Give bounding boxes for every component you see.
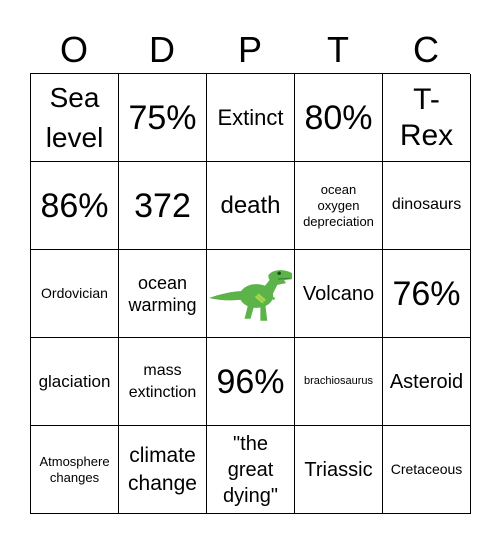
bingo-cell[interactable]: "the great dying"	[207, 426, 295, 514]
bingo-cell[interactable]: Atmosphere changes	[31, 426, 119, 514]
bingo-cell[interactable]: Volcano	[295, 250, 383, 338]
bingo-cell[interactable]: ocean oxygen depreciation	[295, 162, 383, 250]
cell-label: Volcano	[302, 282, 375, 305]
bingo-cell[interactable]: climate change	[119, 426, 207, 514]
header-letter-p: P	[237, 29, 262, 70]
cell-label: Triassic	[304, 458, 373, 481]
bingo-cell[interactable]: brachiosaurus	[295, 338, 383, 426]
bingo-cell[interactable]: 372	[119, 162, 207, 250]
cell-label: climate change	[128, 443, 197, 495]
cell-label: brachiosaurus	[303, 375, 374, 388]
cell-label: Sea level	[45, 81, 104, 153]
cell-label: "the great dying"	[223, 432, 278, 507]
cell-label: 76%	[392, 274, 461, 313]
bingo-cell[interactable]: Ordovician	[31, 250, 119, 338]
cell-label: Ordovician	[41, 285, 108, 302]
header-letter-o: O	[59, 29, 88, 70]
cell-label: Asteroid	[389, 370, 464, 393]
cell-label: dinosaurs	[391, 196, 462, 214]
free-space-cell[interactable]	[207, 250, 295, 338]
bingo-cell[interactable]: Extinct	[207, 74, 295, 162]
cell-label: glaciation	[38, 371, 111, 391]
cell-label: ocean warming	[128, 272, 197, 315]
bingo-cell[interactable]: 96%	[207, 338, 295, 426]
cell-label: mass extinction	[128, 361, 197, 401]
bingo-cell[interactable]: 75%	[119, 74, 207, 162]
t-rex-dinosaur-icon	[208, 269, 293, 321]
cell-label: Cretaceous	[390, 461, 463, 478]
cell-label: ocean oxygen depreciation	[303, 181, 374, 229]
cell-label: 75%	[128, 98, 197, 137]
bingo-cell[interactable]: mass extinction	[119, 338, 207, 426]
cell-label: 96%	[216, 362, 285, 401]
cell-label: 372	[134, 186, 191, 225]
bingo-cell[interactable]: dinosaurs	[383, 162, 471, 250]
bingo-header: O D P T C	[30, 28, 470, 72]
bingo-cell[interactable]: 86%	[31, 162, 119, 250]
cell-label: T-Rex	[399, 82, 454, 152]
bingo-cell[interactable]: 76%	[383, 250, 471, 338]
bingo-cell[interactable]: Triassic	[295, 426, 383, 514]
bingo-cell[interactable]: 80%	[295, 74, 383, 162]
bingo-cell[interactable]: T-Rex	[383, 74, 471, 162]
cell-label: Extinct	[217, 104, 284, 130]
header-letter-t: T	[327, 29, 349, 70]
bingo-cell[interactable]: death	[207, 162, 295, 250]
bingo-cell[interactable]: Sea level	[31, 74, 119, 162]
cell-label: 80%	[304, 98, 373, 137]
bingo-card-grid: Sea level 75% Extinct 80% T-Rex 86% 372 …	[30, 73, 471, 514]
bingo-cell[interactable]: Cretaceous	[383, 426, 471, 514]
bingo-cell[interactable]: Asteroid	[383, 338, 471, 426]
bingo-cell[interactable]: glaciation	[31, 338, 119, 426]
cell-label: 86%	[40, 186, 109, 225]
header-letter-d: D	[149, 29, 175, 70]
header-letter-c: C	[413, 29, 439, 70]
cell-label: Atmosphere changes	[39, 453, 110, 485]
bingo-cell[interactable]: ocean warming	[119, 250, 207, 338]
cell-label: death	[220, 191, 281, 219]
